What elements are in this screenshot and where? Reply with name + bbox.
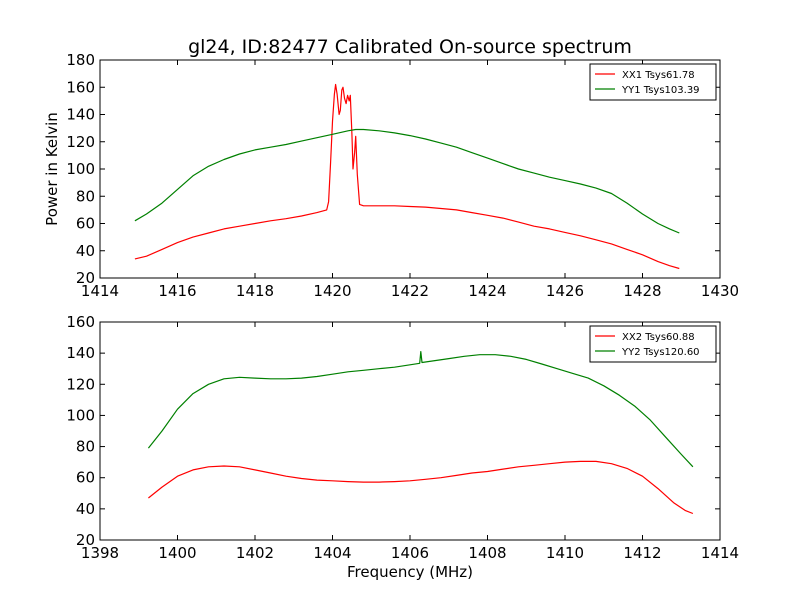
x-tick-label: 1410 [546, 544, 584, 562]
bottom-panel: 1398 1400 1402 1404 1406 1408 1410 1412 1414 20 40… [66, 313, 739, 581]
y-tick-label: 80 [76, 438, 95, 456]
y-tick-label: 60 [76, 469, 95, 487]
y-tick-label: 60 [76, 215, 95, 233]
top-panel: 1414 1416 1418 1420 1422 1424 1426 1428 1430 20 40… [43, 51, 739, 300]
y-tick-label: 140 [66, 106, 95, 124]
y-tick-label: 40 [76, 242, 95, 260]
x-tick-label: 1420 [313, 282, 351, 300]
y-tick-label: 120 [66, 133, 95, 151]
series-line-2 [147, 351, 694, 468]
y-tick-label: 100 [66, 160, 95, 178]
y-tick-label: 80 [76, 187, 95, 205]
legend-box [589, 325, 717, 363]
series-line-1 [134, 83, 680, 270]
x-tick-label: 1416 [158, 282, 196, 300]
y-axis-label: Power in Kelvin [43, 112, 61, 226]
x-tick-label: 1426 [546, 282, 584, 300]
x-tick-label: 1414 [701, 544, 739, 562]
x-tick-label: 1430 [701, 282, 739, 300]
legend-label: YY1 Tsys103.39 [621, 85, 700, 96]
y-tick-label: 180 [66, 51, 95, 69]
series-line-1 [148, 460, 694, 515]
x-tick-label: 1422 [391, 282, 429, 300]
y-tick-label: 160 [66, 313, 95, 331]
legend-label: XX2 Tsys60.88 [622, 332, 695, 343]
figure-title: gl24, ID:82477 Calibrated On-source spec… [188, 36, 632, 58]
x-tick-label: 1408 [468, 544, 506, 562]
legend-box [589, 63, 717, 101]
x-tick-label: 1398 [81, 544, 119, 562]
x-axis-label: Frequency (MHz) [347, 563, 473, 581]
x-tick-label: 1424 [468, 282, 506, 300]
x-tick-label: 1404 [313, 544, 351, 562]
y-tick-label: 120 [66, 375, 95, 393]
x-tick-label: 1414 [81, 282, 119, 300]
x-tick-label: 1400 [158, 544, 196, 562]
legend-label: YY2 Tsys120.60 [621, 347, 700, 358]
x-tick-label: 1428 [623, 282, 661, 300]
y-tick-label: 20 [76, 531, 95, 549]
series-line-2 [134, 128, 680, 234]
x-tick-label: 1418 [236, 282, 274, 300]
y-tick-label: 160 [66, 78, 95, 96]
legend-label: XX1 Tsys61.78 [622, 70, 695, 81]
x-tick-label: 1402 [236, 544, 274, 562]
y-tick-label: 140 [66, 344, 95, 362]
y-tick-label: 20 [76, 269, 95, 287]
x-tick-label: 1406 [391, 544, 429, 562]
y-tick-label: 100 [66, 406, 95, 424]
y-tick-label: 40 [76, 500, 95, 518]
x-tick-label: 1412 [623, 544, 661, 562]
